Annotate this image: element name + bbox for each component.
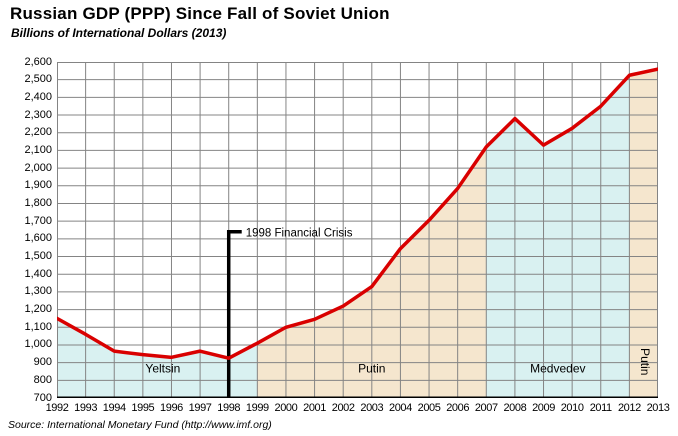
x-axis-tick-label: 2010 bbox=[560, 402, 584, 414]
y-axis-tick-label: 900 bbox=[33, 356, 52, 369]
y-axis-tick-label: 2,200 bbox=[24, 126, 52, 139]
y-axis-tick-label: 1,500 bbox=[24, 250, 52, 263]
x-axis-tick-label: 1998 bbox=[217, 402, 241, 414]
y-axis-tick-label: 2,400 bbox=[24, 90, 52, 103]
chart-plot-area: 1998 Financial Crisis Yeltsin Putin Medvede… bbox=[57, 62, 658, 398]
x-axis-tick-label: 2000 bbox=[274, 402, 298, 414]
y-axis-tick-label: 1,400 bbox=[24, 267, 52, 280]
y-axis-tick-label: 2,600 bbox=[24, 55, 52, 68]
y-axis-tick-label: 1,100 bbox=[24, 320, 52, 333]
x-axis-tick-label: 1992 bbox=[45, 402, 69, 414]
y-axis-tick-label: 2,500 bbox=[24, 73, 52, 86]
chart-title: Russian GDP (PPP) Since Fall of Soviet U… bbox=[10, 4, 390, 23]
x-axis-tick-label: 2002 bbox=[331, 402, 355, 414]
y-axis-tick-label: 700 bbox=[33, 391, 52, 404]
y-axis-tick-label: 1,600 bbox=[24, 232, 52, 245]
x-axis-tick-label: 2011 bbox=[589, 402, 612, 414]
x-axis-tick-label: 2004 bbox=[388, 402, 412, 414]
x-axis-tick-label: 1995 bbox=[131, 402, 155, 414]
era-label-yeltsin-0: Yeltsin bbox=[145, 361, 180, 375]
era-label-putin-1: Putin bbox=[358, 361, 385, 375]
y-axis-tick-label: 1,800 bbox=[24, 196, 52, 209]
x-axis-tick-label: 2009 bbox=[532, 402, 555, 414]
x-axis-tick-label: 2003 bbox=[360, 402, 384, 414]
x-axis-tick-label: 1993 bbox=[74, 402, 98, 414]
era-band-medvedev-2 bbox=[486, 75, 630, 398]
x-axis-tick-label: 2006 bbox=[446, 402, 470, 414]
y-axis-tick-label: 1,200 bbox=[24, 303, 52, 316]
era-label-putin-3: Putin bbox=[638, 348, 652, 375]
y-axis-tick-label: 1,700 bbox=[24, 214, 52, 227]
x-axis-tick-label: 1994 bbox=[102, 402, 126, 414]
crisis-annotation-label: 1998 Financial Crisis bbox=[246, 228, 353, 240]
era-label-medvedev-2: Medvedev bbox=[530, 361, 585, 375]
x-axis-tick-label: 2013 bbox=[646, 402, 670, 414]
y-axis-tick-label: 800 bbox=[33, 373, 52, 386]
x-axis-tick-label: 2001 bbox=[303, 402, 326, 414]
gdp-line bbox=[57, 67, 658, 360]
x-axis-tick-label: 1996 bbox=[160, 402, 183, 414]
chart-subtitle: Billions of International Dollars (2013) bbox=[11, 26, 227, 40]
x-axis-tick-label: 1999 bbox=[245, 402, 269, 414]
y-axis-tick-label: 1,900 bbox=[24, 179, 52, 192]
x-axis-tick-label: 2008 bbox=[503, 402, 527, 414]
y-axis-tick-label: 1,300 bbox=[24, 285, 52, 298]
x-axis-tick-label: 1997 bbox=[188, 402, 212, 414]
y-axis-tick-label: 2,000 bbox=[24, 161, 52, 174]
y-axis-tick-label: 2,300 bbox=[24, 108, 52, 121]
y-axis-tick-label: 2,100 bbox=[24, 143, 52, 156]
y-axis-tick-label: 1,000 bbox=[24, 338, 52, 351]
x-axis-tick-label: 2007 bbox=[474, 402, 498, 414]
x-axis-tick-label: 2012 bbox=[617, 402, 641, 414]
source-note: Source: International Monetary Fund (htt… bbox=[8, 419, 272, 431]
era-band-yeltsin-0 bbox=[57, 318, 258, 398]
era-band-putin-3 bbox=[629, 69, 658, 398]
x-axis-tick-label: 2005 bbox=[417, 402, 441, 414]
